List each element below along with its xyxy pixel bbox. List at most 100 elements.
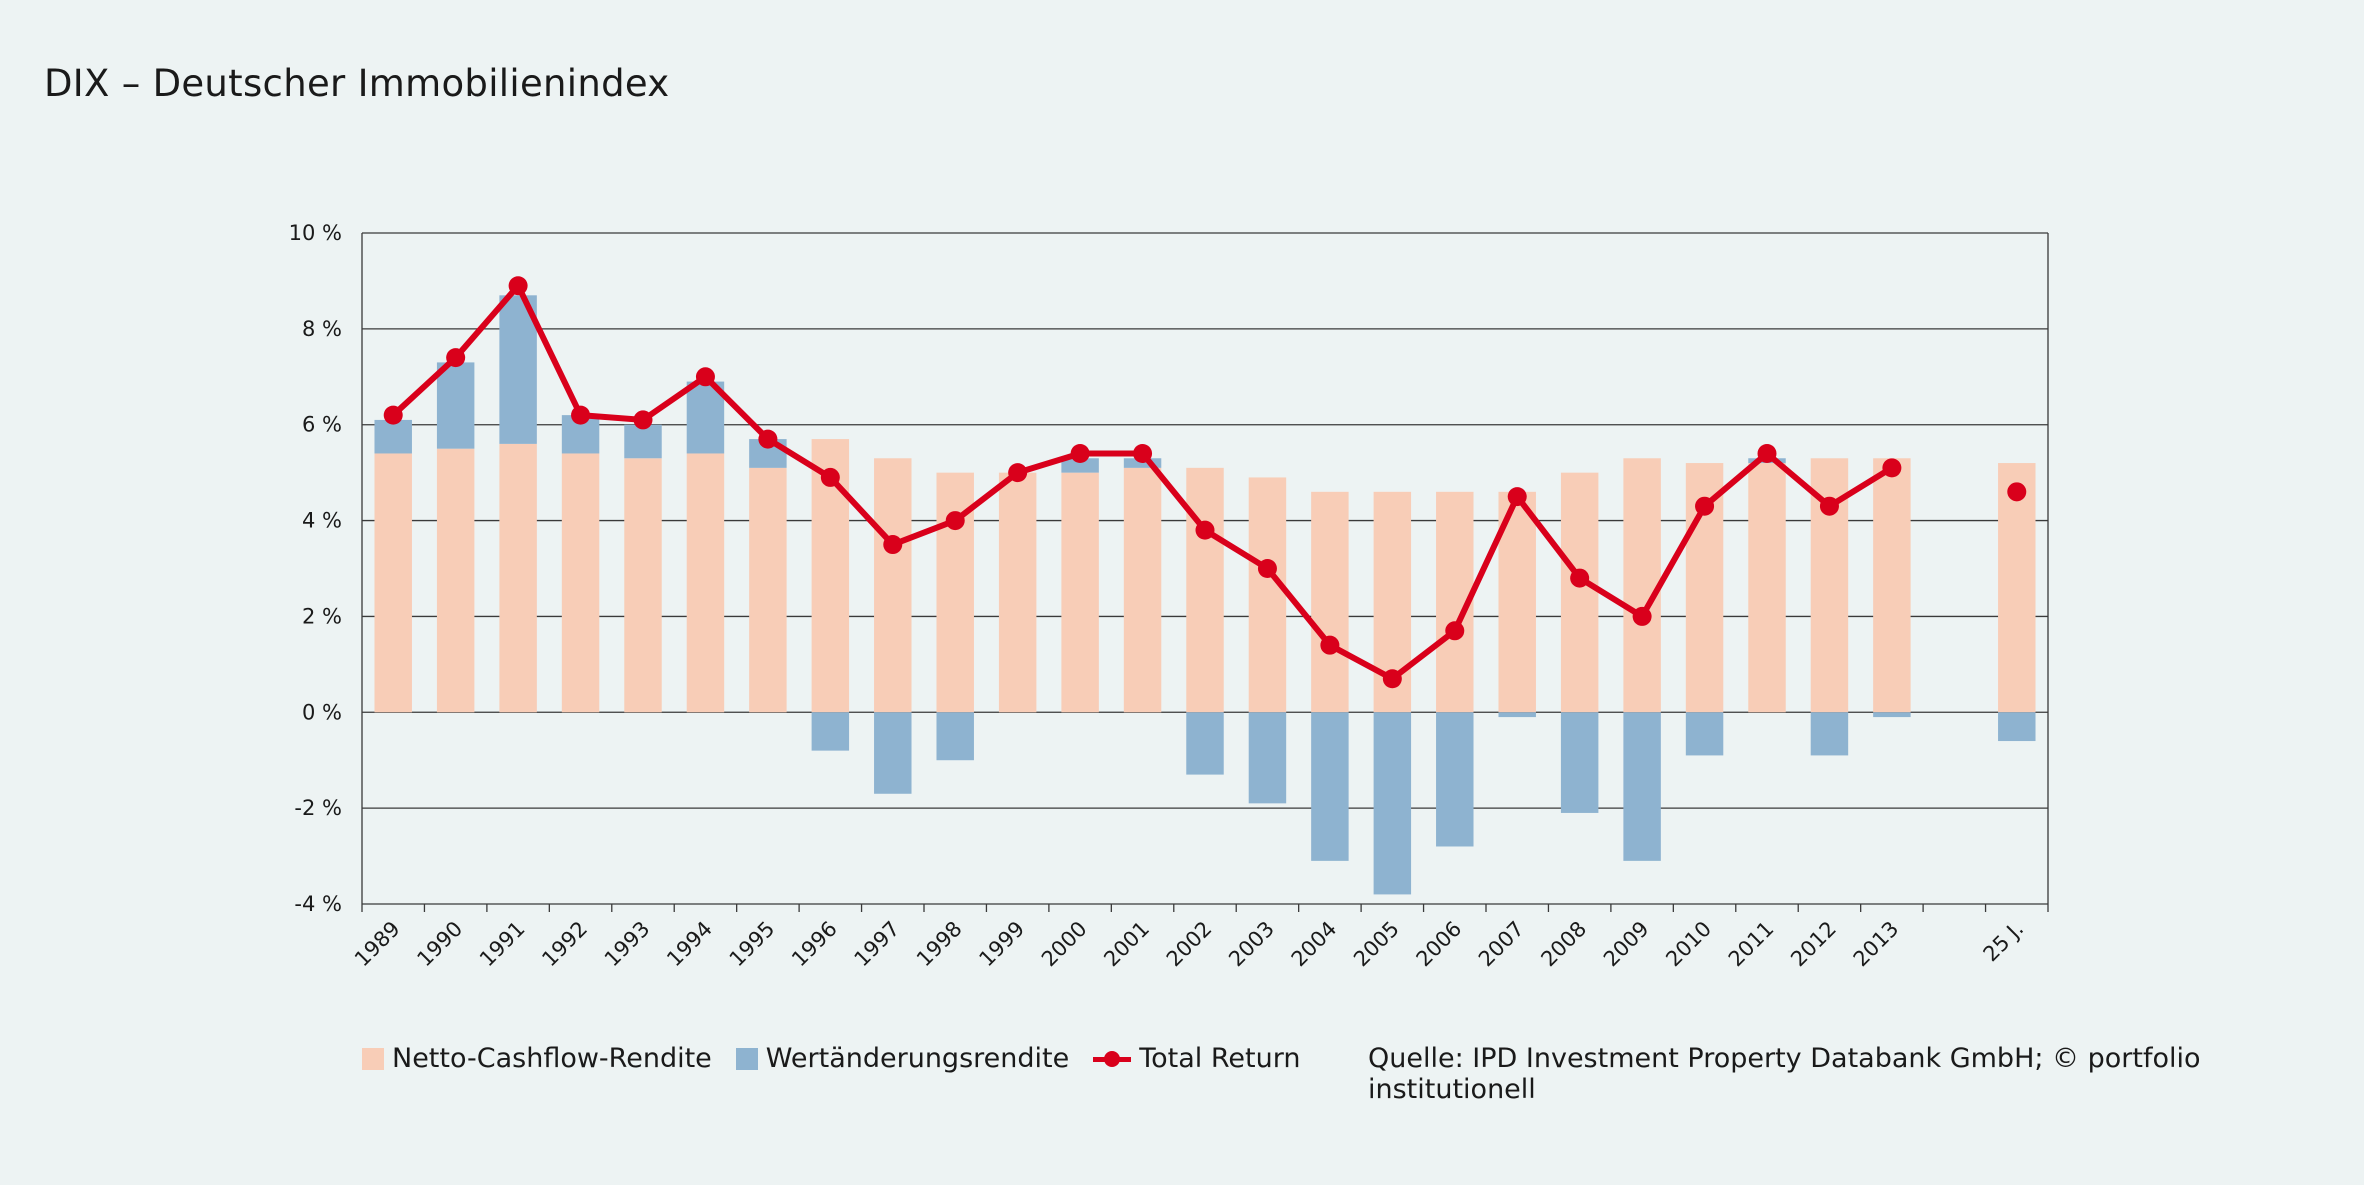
- bar-wert-2007: [1498, 712, 1536, 718]
- bar-netto-2003: [1248, 477, 1287, 713]
- total-return-point-2007: [1507, 487, 1527, 507]
- bar-wert-1989: [374, 419, 412, 454]
- bar-netto-1994: [686, 453, 725, 713]
- legend-item-netto: Netto-Cashflow-Rendite: [362, 1043, 712, 1074]
- bar-wert-1998: [936, 712, 974, 761]
- total-return-point-1994: [695, 367, 715, 387]
- total-return-point-1992: [571, 405, 591, 425]
- y-tick-label: 4 %: [302, 509, 342, 533]
- x-tick-label: 2002: [1162, 917, 1217, 972]
- total-return-point-1993: [633, 410, 653, 430]
- x-tick-label: 2004: [1287, 917, 1342, 972]
- x-tick-label: 1999: [974, 917, 1029, 972]
- legend-item-total: Total Return: [1093, 1043, 1300, 1074]
- bar-wert-2012: [1810, 712, 1849, 756]
- bar-netto-2009: [1623, 458, 1661, 713]
- bar-netto-1992: [561, 453, 600, 713]
- x-tick-label: 1989: [350, 917, 405, 972]
- x-tick-label: 1995: [725, 917, 780, 972]
- total-return-point-25 J.: [2007, 482, 2027, 502]
- bar-wert-2001: [1123, 458, 1162, 468]
- x-tick-label: 2008: [1536, 917, 1591, 972]
- bar-netto-2002: [1186, 467, 1224, 713]
- x-tick-label: 1990: [412, 917, 467, 972]
- bar-netto-2001: [1123, 467, 1162, 713]
- bar-netto-2000: [1061, 472, 1099, 713]
- x-tick-label: 1998: [912, 917, 967, 972]
- bar-wert-2006: [1436, 712, 1474, 847]
- total-return-point-2008: [1570, 568, 1590, 588]
- x-tick-label: 2012: [1786, 917, 1841, 972]
- x-tick-label: 1993: [600, 917, 655, 972]
- bar-netto-1999: [998, 472, 1037, 713]
- total-return-point-2011: [1757, 443, 1777, 463]
- bar-wert-2009: [1623, 712, 1661, 861]
- y-tick-label: -4 %: [294, 892, 342, 916]
- bar-netto-2008: [1560, 472, 1599, 713]
- legend-swatch-netto: [362, 1047, 384, 1070]
- bar-wert-1990: [436, 362, 475, 449]
- x-tick-label: 2001: [1099, 917, 1154, 972]
- x-tick-label: 2011: [1724, 917, 1779, 972]
- x-tick-label: 1991: [475, 917, 530, 972]
- bar-wert-1997: [874, 712, 912, 794]
- x-tick-label: 2013: [1849, 917, 1904, 972]
- source-note: Quelle: IPD Investment Property Databank…: [1368, 1043, 2201, 1105]
- total-return-point-2012: [1819, 496, 1839, 516]
- x-tick-label: 2005: [1349, 917, 1404, 972]
- total-return-point-1991: [508, 276, 528, 296]
- bar-netto-1993: [624, 458, 662, 713]
- page-title: DIX – Deutscher Immobilienindex: [44, 62, 670, 105]
- total-return-point-2002: [1195, 520, 1215, 540]
- x-tick-label: 25 J.: [1979, 917, 2029, 967]
- bar-netto-1989: [374, 453, 412, 713]
- x-tick-label: 1996: [787, 917, 842, 972]
- total-return-point-2003: [1257, 559, 1277, 578]
- legend-label-wert: Wertänderungsrendite: [765, 1043, 1070, 1074]
- y-tick-label: 6 %: [302, 413, 342, 437]
- bar-netto-2011: [1748, 463, 1786, 713]
- legend-item-wert: Wertänderungsrendite: [735, 1043, 1070, 1074]
- x-tick-label: 1994: [662, 917, 717, 972]
- y-tick-label: 0 %: [302, 700, 342, 724]
- bar-wert-2010: [1685, 712, 1724, 756]
- x-tick-label: 2010: [1661, 917, 1716, 972]
- legend-swatch-wert: [735, 1047, 758, 1070]
- bar-netto-1990: [436, 448, 475, 713]
- y-tick-label: 10 %: [289, 221, 342, 245]
- x-tick-label: 2007: [1474, 917, 1529, 972]
- bar-wert-2000: [1061, 458, 1099, 473]
- bar-wert-2002: [1186, 712, 1224, 775]
- bar-wert-1994: [686, 381, 725, 454]
- total-return-point-1997: [883, 535, 903, 555]
- total-return-point-2001: [1133, 443, 1153, 463]
- total-return-point-2000: [1070, 443, 1090, 463]
- legend-swatch-total: [1093, 1048, 1132, 1070]
- total-return-point-1998: [945, 511, 965, 531]
- total-return-point-2009: [1632, 606, 1652, 626]
- y-tick-label: -2 %: [294, 796, 342, 820]
- x-tick-label: 1992: [537, 917, 592, 972]
- legend-label-total: Total Return: [1139, 1043, 1301, 1074]
- bar-wert-2004: [1311, 712, 1349, 861]
- total-return-point-2005: [1382, 669, 1402, 689]
- bar-netto-2004: [1311, 491, 1349, 713]
- total-return-point-1990: [446, 348, 466, 368]
- bar-netto-1997: [874, 458, 912, 713]
- x-tick-label: 2006: [1412, 917, 1467, 972]
- legend-label-netto: Netto-Cashflow-Rendite: [392, 1043, 712, 1074]
- total-return-point-1999: [1008, 463, 1028, 483]
- x-tick-label: 2003: [1224, 917, 1279, 972]
- legend: Netto-Cashflow-Rendite Wertänderungsrend…: [362, 1043, 1324, 1074]
- total-return-line: [383, 276, 2027, 689]
- total-return-point-1995: [758, 429, 778, 449]
- bar-wert-2013: [1873, 712, 1911, 718]
- bar-wert-1993: [624, 424, 662, 459]
- bar-wert-2003: [1248, 712, 1287, 804]
- bar-wert-25 J.: [1998, 712, 2036, 742]
- total-return-point-2010: [1695, 496, 1715, 516]
- bar-wert-1991: [499, 295, 537, 444]
- bar-netto-25 J.: [1998, 463, 2036, 713]
- bar-wert-2005: [1373, 712, 1412, 895]
